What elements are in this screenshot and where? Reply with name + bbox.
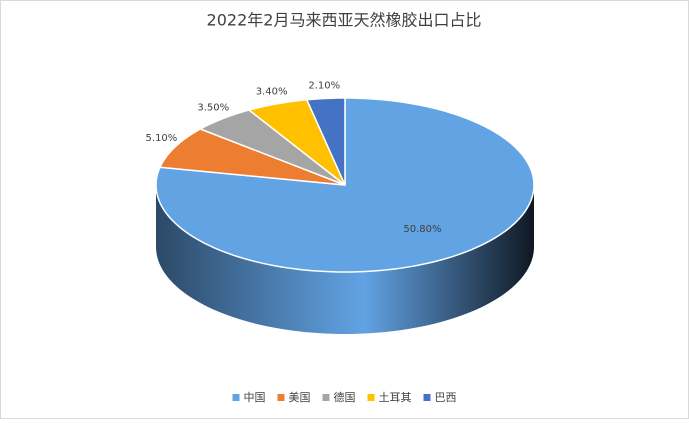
- data-label: 3.40%: [256, 86, 288, 97]
- legend-swatch: [232, 394, 240, 401]
- pie-slice: [158, 128, 346, 186]
- legend-label: 德国: [334, 390, 356, 404]
- legend-swatch: [322, 394, 330, 401]
- legend-label: 美国: [289, 391, 311, 404]
- pie-slice: [198, 109, 346, 186]
- data-label: 3.50%: [197, 102, 229, 113]
- legend-swatch: [423, 394, 431, 401]
- chart-title: 2022年2月马来西亚天然橡胶出口占比: [207, 11, 482, 30]
- pie-slice: [247, 98, 346, 186]
- data-label: 5.10%: [146, 133, 178, 144]
- legend: 中国 美国 德国 土耳其 巴西: [232, 390, 457, 404]
- data-label: 50.80%: [403, 224, 441, 235]
- legend-swatch: [277, 394, 285, 401]
- legend-label: 土耳其: [379, 391, 412, 404]
- slice-side: [156, 185, 534, 334]
- legend-label: 中国: [244, 391, 266, 404]
- legend-label: 巴西: [435, 391, 457, 404]
- pie-slice: [305, 97, 346, 186]
- legend-swatch: [367, 394, 375, 401]
- data-label: 2.10%: [308, 81, 340, 92]
